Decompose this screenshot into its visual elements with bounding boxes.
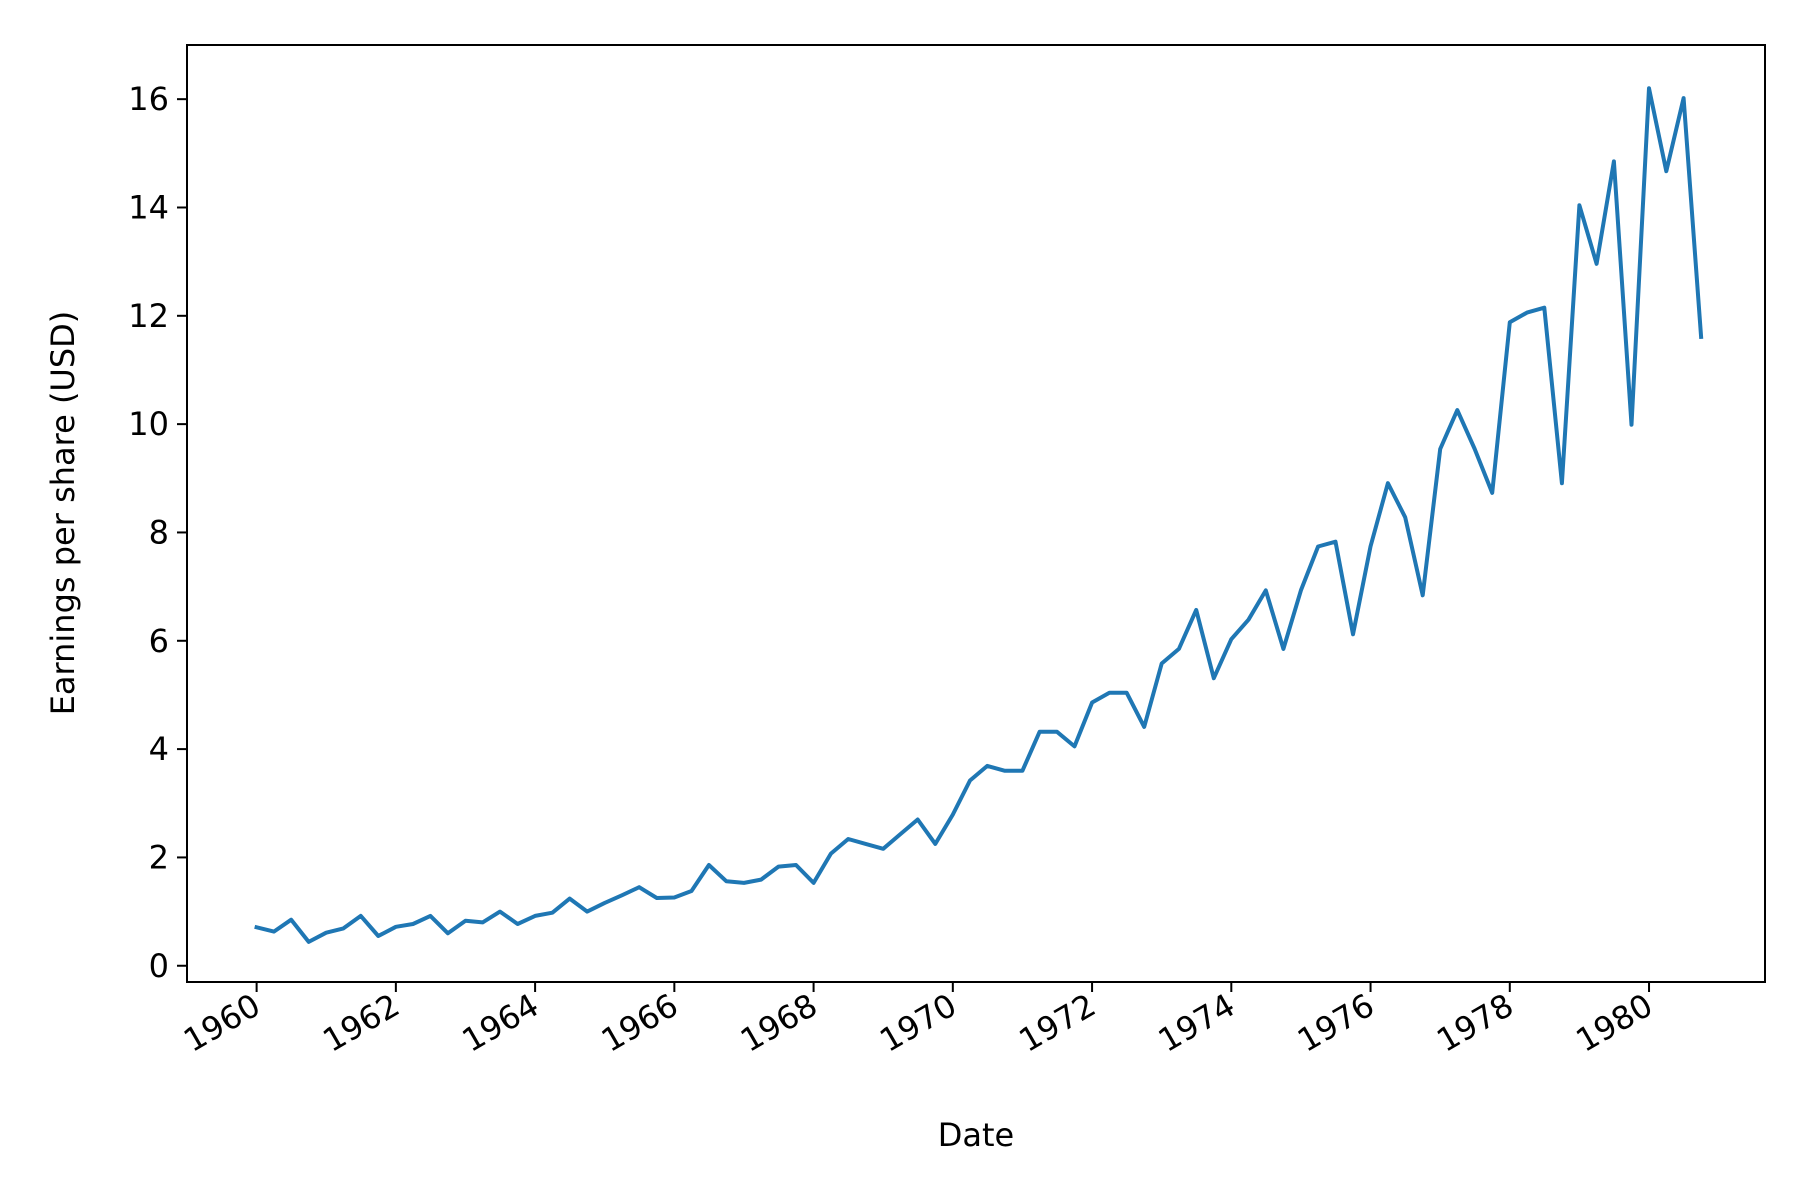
y-tick-label: 14	[128, 188, 169, 226]
x-tick-label: 1970	[873, 986, 963, 1060]
y-tick-label: 2	[149, 838, 169, 876]
x-tick-label: 1960	[177, 986, 267, 1060]
y-tick-label: 12	[128, 297, 169, 335]
y-axis-label: Earnings per share (USD)	[44, 311, 82, 716]
x-tick-label: 1968	[734, 986, 824, 1060]
plot-area-frame	[186, 44, 1766, 983]
eps-series-line	[254, 86, 1704, 944]
x-axis-label: Date	[938, 1116, 1014, 1154]
y-tick-label: 8	[149, 513, 169, 551]
y-tick-label: 6	[149, 622, 169, 660]
y-tick-label: 10	[128, 405, 169, 443]
y-tick-label: 16	[128, 80, 169, 118]
y-axis: 0 2 4 6 8 10 12 14 16	[128, 80, 187, 985]
x-tick-label: 1972	[1013, 986, 1103, 1060]
y-tick-label: 0	[149, 947, 169, 985]
y-tick-label: 4	[149, 730, 169, 768]
x-tick-label: 1980	[1570, 986, 1660, 1060]
x-tick-label: 1976	[1291, 986, 1381, 1060]
x-tick-label: 1962	[316, 986, 406, 1060]
x-tick-label: 1966	[595, 986, 685, 1060]
x-axis: 1960 1962 1964 1966 1968 1970 1972 1974 1976 1978…	[177, 982, 1659, 1060]
x-tick-label: 1964	[456, 986, 546, 1060]
x-tick-label: 1978	[1430, 986, 1520, 1060]
x-tick-label: 1974	[1152, 986, 1242, 1060]
